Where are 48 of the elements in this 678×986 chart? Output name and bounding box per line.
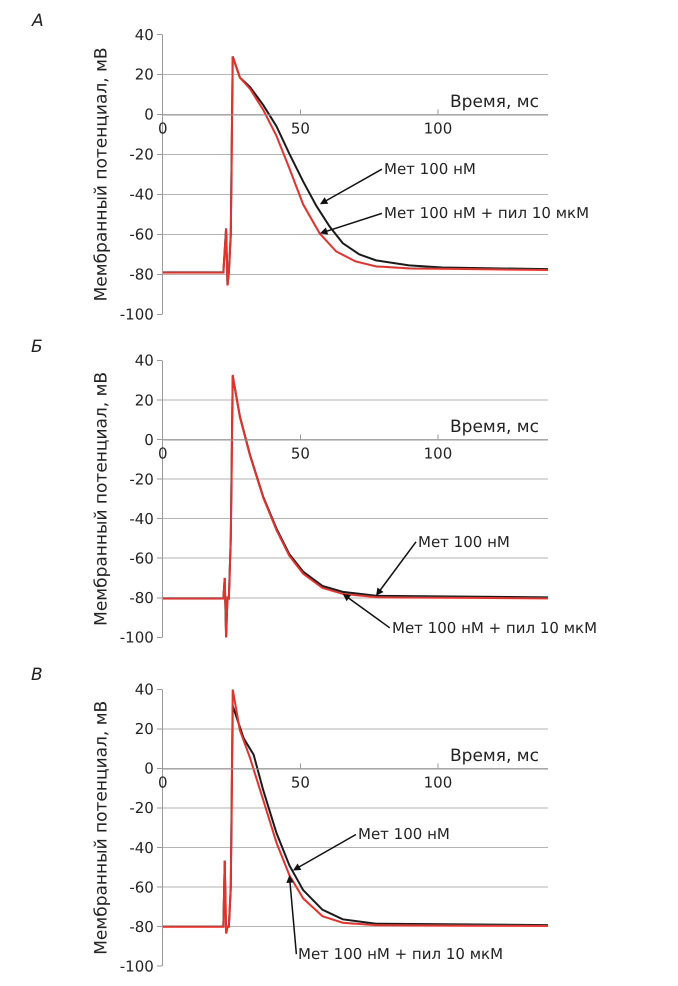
x-tick-label: 50 [290,773,310,792]
y-axis-title: Мембранный потенциал, мВ [91,700,112,955]
y-tick-label: -60 [129,549,154,568]
y-axis-title: Мембранный потенциал, мВ [91,47,112,302]
y-tick-label: -60 [129,226,154,244]
x-tick-label: 100 [424,773,452,792]
x-tick-label: 50 [290,119,310,138]
y-tick-label: 40 [134,26,154,44]
annotation: Мет 100 нМ + пил 10 мкМ [298,945,504,963]
y-tick-label: -100 [120,306,154,324]
x-axis-title: Время, мс [450,746,539,766]
y-tick-label: 20 [134,391,154,410]
x-tick-label: 0 [158,119,168,138]
x-tick-label: 100 [424,119,452,138]
annotation: Мет 100 нМ [384,160,476,178]
x-axis-title: Время, мс [450,417,539,437]
y-tick-label: 40 [134,680,154,699]
x-tick-label: 100 [424,444,452,463]
annotation: Мет 100 нМ + пил 10 мкМ [392,619,598,637]
y-tick-label: -80 [129,918,154,936]
y-tick-label: 0 [144,760,154,778]
y-tick-label: -100 [120,628,154,647]
annotation: Мет 100 нМ + пил 10 мкМ [384,204,590,222]
y-tick-label: 0 [144,430,154,449]
y-tick-label: -40 [129,186,154,204]
y-tick-label: -20 [129,470,154,488]
y-tick-label: 20 [134,720,154,738]
x-tick-label: 50 [290,444,310,463]
y-tick-label: 20 [134,66,154,84]
chart-title: Б [31,337,43,357]
x-tick-label: 0 [158,773,168,792]
y-tick-label: -20 [129,146,154,164]
y-tick-label: 40 [134,352,154,370]
chart-title: В [31,665,43,685]
annotation: Мет 100 нМ [358,825,450,843]
y-tick-label: -100 [120,957,154,976]
y-tick-label: -60 [129,878,154,896]
y-tick-label: -80 [129,266,154,284]
x-axis-title: Время, мс [450,92,539,112]
y-tick-label: -80 [129,589,154,608]
x-tick-label: 0 [158,444,168,463]
y-tick-label: 0 [144,106,154,124]
annotation: Мет 100 нМ [418,533,510,551]
y-tick-label: -40 [129,838,154,857]
chart-title: А [31,11,44,31]
y-tick-label: -20 [129,799,154,818]
y-axis-title: Мембранный потенциал, мВ [91,372,112,626]
y-tick-label: -40 [129,510,154,528]
